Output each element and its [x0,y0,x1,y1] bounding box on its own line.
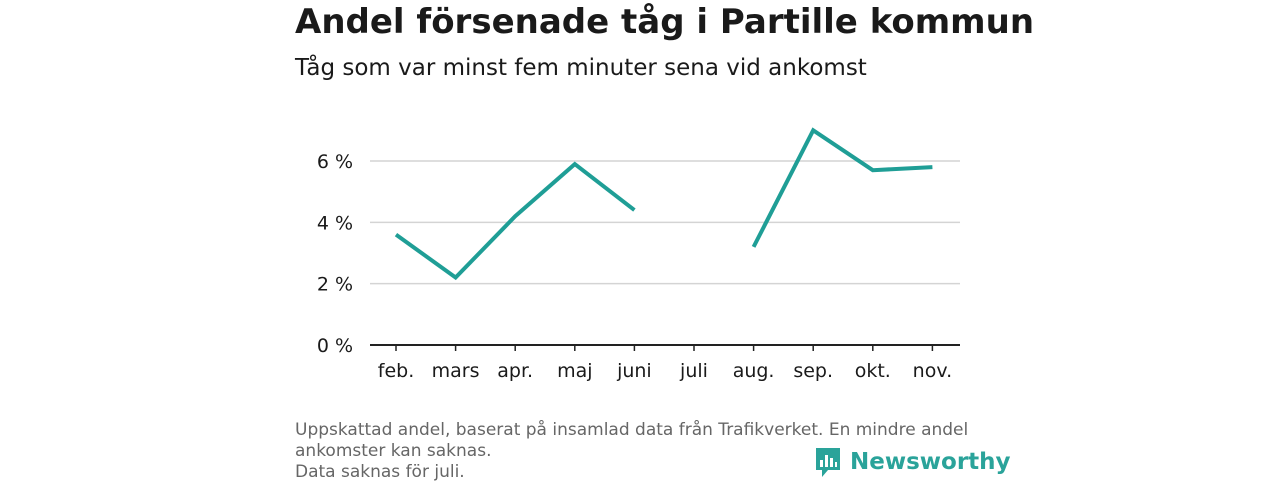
footnote: Uppskattad andel, baserat på insamlad da… [295,420,985,483]
x-tick-label: maj [557,360,592,382]
x-axis-ticks: feb. mars apr. maj juni juli aug. sep. okt. nov. [378,345,952,382]
chart-subtitle: Tåg som var minst fem minuter sena vid a… [295,55,867,81]
gridlines [370,160,960,285]
x-tick-label: apr. [497,360,533,382]
y-axis-ticks: 0 % 2 % 4 % 6 % [317,151,353,357]
x-tick-label: juni [616,360,652,382]
x-tick-label: juli [679,360,708,382]
brand-name: Newsworthy [850,449,1011,475]
x-tick-label: aug. [733,360,775,382]
x-tick-label: okt. [855,360,891,382]
footnote-source: Uppskattad andel, baserat på insamlad da… [295,420,969,461]
chart-title: Andel försenade tåg i Partille kommun [295,2,1035,42]
series-line-segment [751,127,933,248]
footnote-missing-data: Data saknas för juli. [295,462,465,482]
series [394,127,933,281]
x-tick-label: sep. [793,360,833,382]
x-tick-label: mars [432,360,480,382]
series-line-segment [394,161,636,281]
y-tick-label: 2 % [317,274,353,296]
y-tick-label: 4 % [317,212,353,234]
brand-logo: Newsworthy [814,446,1011,478]
y-tick-label: 0 % [317,335,353,357]
bar-chart-logo-icon [816,448,840,477]
x-tick-label: nov. [913,360,952,382]
x-tick-label: feb. [378,360,414,382]
y-tick-label: 6 % [317,151,353,173]
